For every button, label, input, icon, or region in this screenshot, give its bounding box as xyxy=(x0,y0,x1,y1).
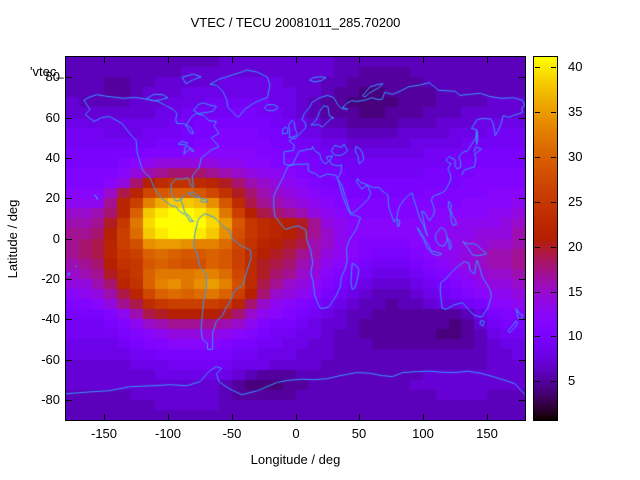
colorbar-tick-label: 25 xyxy=(568,194,583,209)
x-tick-label: 150 xyxy=(476,426,498,441)
colorbar-tick-mark xyxy=(551,67,556,68)
x-tick-mark xyxy=(232,414,233,420)
y-tick-mark xyxy=(66,360,72,361)
y-tick-mark xyxy=(519,158,525,159)
x-tick-mark xyxy=(168,57,169,63)
y-tick-mark xyxy=(519,319,525,320)
x-tick-label: -100 xyxy=(154,426,182,441)
y-tick-label: 60 xyxy=(45,110,60,125)
colorbar-tick-mark xyxy=(535,112,540,113)
x-tick-mark xyxy=(232,57,233,63)
y-tick-label: -20 xyxy=(41,271,60,286)
colorbar-tick-mark xyxy=(551,381,556,382)
y-tick-mark xyxy=(519,239,525,240)
x-tick-mark xyxy=(359,414,360,420)
colorbar-tick-mark xyxy=(535,67,540,68)
colorbar-tick-mark xyxy=(551,112,556,113)
colorbar-tick-mark xyxy=(535,381,540,382)
y-tick-label: -60 xyxy=(41,352,60,367)
x-tick-label: 50 xyxy=(351,426,367,441)
colorbar-canvas xyxy=(534,57,557,420)
y-tick-label: 20 xyxy=(45,190,60,205)
legend-text: 'vtec_ xyxy=(30,64,64,79)
y-tick-label: -80 xyxy=(41,392,60,407)
x-tick-mark xyxy=(359,57,360,63)
map-plot-frame xyxy=(65,56,526,421)
colorbar-frame xyxy=(533,56,558,421)
colorbar-tick-mark xyxy=(551,292,556,293)
y-tick-label: 80 xyxy=(45,69,60,84)
colorbar-tick-mark xyxy=(535,336,540,337)
x-tick-mark xyxy=(296,57,297,63)
y-tick-mark xyxy=(519,400,525,401)
x-tick-label: 100 xyxy=(412,426,434,441)
y-tick-mark xyxy=(66,319,72,320)
y-tick-mark xyxy=(519,360,525,361)
x-tick-label: -50 xyxy=(222,426,242,441)
colorbar-tick-mark xyxy=(535,247,540,248)
y-tick-mark xyxy=(66,77,72,78)
y-tick-label: -40 xyxy=(41,311,60,326)
x-tick-mark xyxy=(104,57,105,63)
colorbar-tick-label: 5 xyxy=(568,373,576,388)
chart-title: VTEC / TECU 20081011_285.70200 xyxy=(190,15,401,30)
y-tick-mark xyxy=(519,198,525,199)
x-axis-title: Longitude / deg xyxy=(250,452,341,467)
y-tick-mark xyxy=(66,400,72,401)
colorbar-tick-mark xyxy=(551,157,556,158)
x-tick-mark xyxy=(487,414,488,420)
colorbar-tick-mark xyxy=(551,336,556,337)
colorbar-tick-mark xyxy=(551,202,556,203)
colorbar-tick-mark xyxy=(535,157,540,158)
y-tick-mark xyxy=(519,77,525,78)
y-tick-mark xyxy=(66,279,72,280)
x-tick-label: -150 xyxy=(90,426,118,441)
colorbar-tick-mark xyxy=(535,202,540,203)
colorbar-tick-label: 10 xyxy=(568,328,583,343)
y-tick-label: 0 xyxy=(52,231,60,246)
colorbar-tick-label: 40 xyxy=(568,59,583,74)
colorbar-tick-label: 35 xyxy=(568,104,583,119)
x-tick-mark xyxy=(423,414,424,420)
x-tick-mark xyxy=(296,414,297,420)
x-tick-mark xyxy=(104,414,105,420)
y-tick-mark xyxy=(66,118,72,119)
y-tick-mark xyxy=(66,239,72,240)
x-tick-mark xyxy=(487,57,488,63)
y-tick-label: 40 xyxy=(45,150,60,165)
colorbar-tick-label: 30 xyxy=(568,149,583,164)
x-tick-mark xyxy=(423,57,424,63)
tec-heatmap-canvas xyxy=(66,57,525,420)
colorbar-tick-mark xyxy=(551,247,556,248)
colorbar-tick-label: 15 xyxy=(568,284,583,299)
y-tick-mark xyxy=(519,118,525,119)
y-tick-mark xyxy=(66,198,72,199)
colorbar-tick-label: 20 xyxy=(568,239,583,254)
x-tick-label: 0 xyxy=(292,426,300,441)
y-tick-mark xyxy=(66,158,72,159)
colorbar-tick-mark xyxy=(535,292,540,293)
y-tick-mark xyxy=(519,279,525,280)
x-tick-mark xyxy=(168,414,169,420)
